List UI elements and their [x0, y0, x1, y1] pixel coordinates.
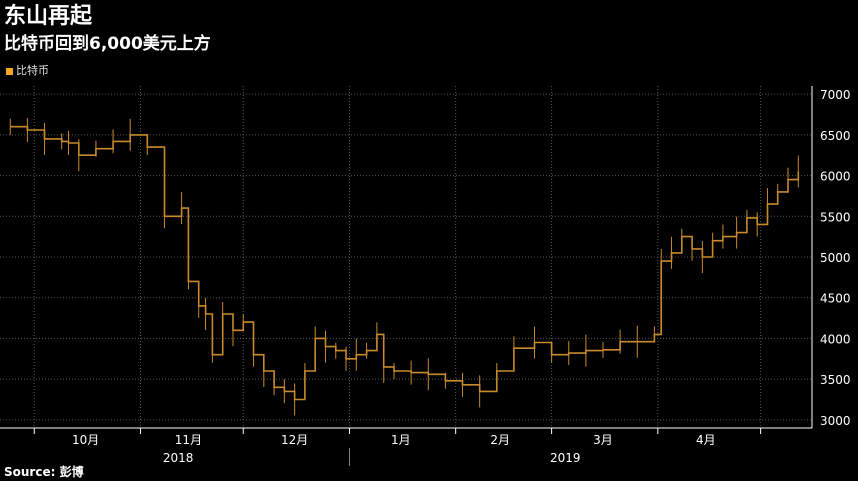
- y-tick-label: 5500: [820, 210, 851, 224]
- x-tick-label: 3月: [593, 433, 613, 447]
- year-label: 2018: [163, 451, 194, 465]
- legend-label: 比特币: [16, 64, 49, 77]
- x-tick-label: 11月: [175, 433, 202, 447]
- x-tick-label: 4月: [696, 433, 716, 447]
- legend: 比特币: [6, 64, 49, 78]
- x-tick-label: 2月: [490, 433, 510, 447]
- x-tick-label: 1月: [391, 433, 411, 447]
- y-tick-label: 6500: [820, 129, 851, 143]
- y-tick-label: 7000: [820, 88, 851, 102]
- chart-subtitle: 比特币回到6,000美元上方: [4, 34, 211, 54]
- x-tick-label: 12月: [281, 433, 308, 447]
- y-tick-label: 3000: [820, 414, 851, 428]
- y-tick-label: 4000: [820, 332, 851, 346]
- y-tick-label: 5000: [820, 251, 851, 265]
- year-label: 2019: [550, 451, 581, 465]
- x-tick-label: 10月: [72, 433, 99, 447]
- price-line: [10, 125, 800, 401]
- y-tick-label: 3500: [820, 373, 851, 387]
- y-tick-label: 6000: [820, 170, 851, 184]
- legend-swatch: [6, 67, 13, 75]
- chart-title: 东山再起: [4, 4, 93, 29]
- y-tick-label: 4500: [820, 292, 851, 306]
- source-note: Source: 彭博: [4, 465, 84, 479]
